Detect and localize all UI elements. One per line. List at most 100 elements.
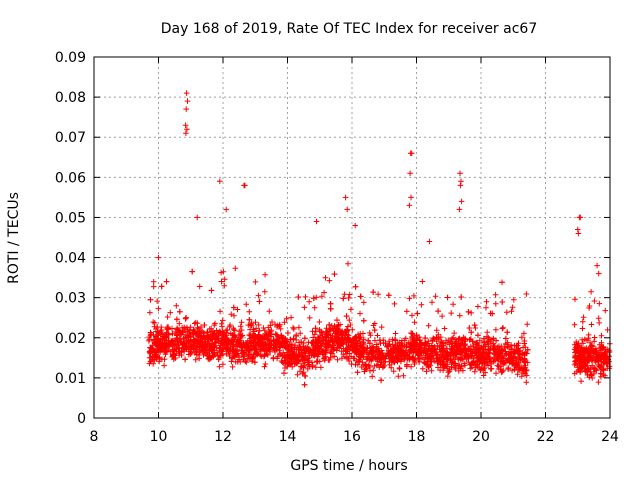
data-point: [408, 150, 415, 157]
data-point: [204, 349, 210, 356]
data-point: [182, 334, 188, 341]
x-tick-label: 10: [150, 429, 168, 445]
data-point: [181, 341, 188, 347]
data-point: [469, 338, 476, 345]
data-point: [266, 308, 273, 315]
data-point: [148, 331, 154, 337]
data-point: [277, 351, 283, 358]
data-point: [209, 331, 216, 337]
data-point: [479, 344, 485, 350]
data-point: [327, 332, 334, 339]
data-point: [421, 359, 427, 366]
data-point: [278, 332, 284, 339]
data-point: [262, 341, 269, 347]
data-point: [218, 278, 225, 285]
data-point: [370, 367, 377, 373]
data-point: [194, 214, 200, 221]
data-point: [253, 325, 259, 332]
data-point: [580, 314, 587, 320]
data-point: [439, 351, 446, 357]
data-point: [282, 355, 289, 361]
data-point: [147, 309, 153, 316]
x-tick-label: 22: [537, 429, 555, 445]
data-point: [314, 359, 320, 365]
data-point: [152, 348, 159, 354]
data-point: [406, 202, 413, 209]
data-point: [265, 332, 272, 339]
data-point: [246, 309, 253, 315]
data-point: [344, 206, 350, 213]
data-point: [276, 344, 283, 350]
data-point: [256, 298, 263, 305]
data-point: [386, 341, 393, 347]
data-point: [218, 340, 224, 346]
data-point: [423, 343, 429, 349]
data-point: [231, 327, 238, 334]
data-point: [395, 373, 402, 379]
data-point: [595, 315, 602, 321]
data-point: [205, 356, 212, 362]
data-point: [302, 335, 308, 341]
data-point: [316, 319, 323, 325]
data-point: [440, 367, 446, 373]
data-point: [147, 332, 154, 338]
data-point: [217, 178, 223, 185]
data-point: [523, 291, 530, 297]
data-point: [154, 324, 160, 330]
data-point: [176, 320, 183, 327]
data-point: [606, 347, 612, 354]
y-tick-label: 0.09: [55, 50, 86, 66]
data-point: [440, 362, 446, 368]
data-point: [294, 357, 301, 363]
data-point: [316, 348, 323, 354]
data-point: [319, 350, 326, 356]
data-point: [300, 369, 307, 375]
data-point: [474, 357, 481, 364]
data-point: [350, 336, 356, 342]
data-point: [444, 361, 451, 368]
data-point: [448, 363, 455, 370]
data-point: [334, 317, 340, 323]
data-point: [390, 368, 397, 374]
data-point: [468, 310, 474, 316]
data-point: [184, 98, 191, 104]
data-point: [161, 356, 168, 363]
data-point: [491, 344, 498, 350]
data-point: [334, 336, 341, 342]
data-point: [193, 319, 199, 326]
data-point: [321, 355, 327, 361]
data-point: [419, 278, 426, 285]
data-point: [509, 304, 516, 311]
data-point: [422, 346, 428, 353]
data-point: [217, 308, 223, 315]
data-point: [255, 339, 261, 346]
data-point: [591, 371, 597, 377]
data-point: [411, 293, 417, 299]
data-point: [387, 350, 393, 357]
data-point: [188, 343, 195, 350]
data-point: [475, 332, 481, 339]
data-point: [201, 322, 208, 328]
x-tick-label: 16: [343, 429, 361, 445]
data-point: [577, 214, 584, 221]
data-point: [386, 292, 392, 299]
data-point: [484, 333, 490, 340]
data-point: [223, 206, 229, 213]
data-point: [293, 360, 299, 367]
data-point: [235, 358, 241, 365]
data-point: [356, 335, 362, 341]
data-point: [326, 322, 332, 328]
data-point: [308, 352, 315, 358]
data-point: [440, 341, 446, 347]
data-point: [401, 337, 408, 344]
data-point: [604, 360, 611, 366]
data-point: [182, 316, 189, 322]
data-point: [392, 337, 399, 344]
data-point: [169, 330, 176, 337]
data-point: [463, 351, 470, 358]
data-point: [501, 359, 507, 366]
data-point: [381, 363, 387, 369]
data-point: [348, 340, 355, 346]
data-point: [309, 328, 316, 334]
data-point: [234, 306, 241, 313]
